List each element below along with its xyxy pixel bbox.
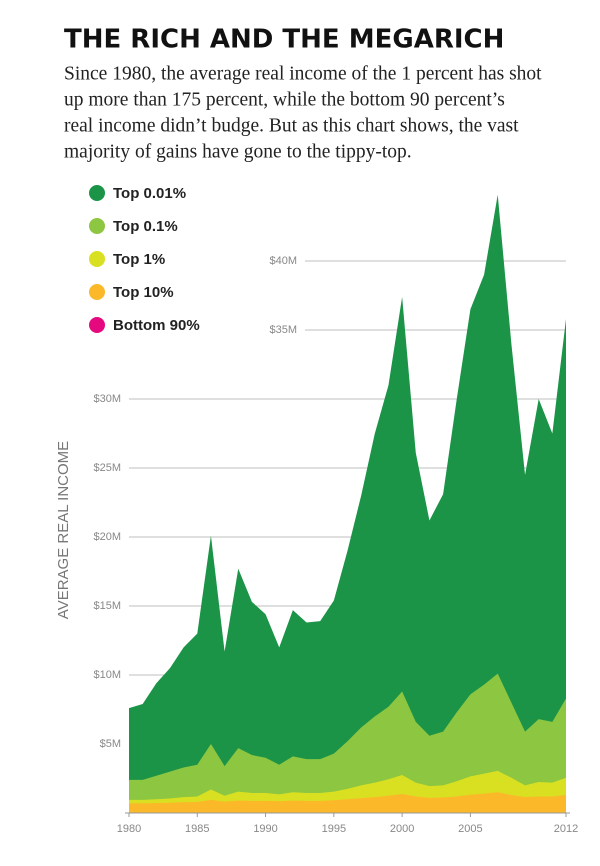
area bbox=[129, 194, 566, 813]
y-tick-label: $35M bbox=[269, 324, 297, 336]
subtitle: up more than 175 percent, while the bott… bbox=[64, 89, 505, 110]
x-tick-label: 1990 bbox=[253, 823, 277, 835]
subtitle: real income didn’t budge. But as this ch… bbox=[64, 115, 519, 136]
legend-marker bbox=[89, 185, 105, 201]
x-tick-label: 2000 bbox=[390, 823, 414, 835]
legend-label: Top 1% bbox=[113, 251, 165, 268]
legend-marker bbox=[89, 218, 105, 234]
y-tick-label: $15M bbox=[93, 600, 121, 612]
y-axis-label: AVERAGE REAL INCOME bbox=[55, 441, 72, 619]
x-tick-label: 2005 bbox=[458, 823, 482, 835]
y-tick-label: $20M bbox=[93, 531, 121, 543]
legend-marker bbox=[89, 284, 105, 300]
x-tick-label: 2012 bbox=[554, 823, 578, 835]
legend-label: Top 0.01% bbox=[113, 185, 186, 202]
chart-title: THE RICH AND THE MEGARICH bbox=[64, 25, 504, 55]
x-tick-label: 1985 bbox=[185, 823, 209, 835]
subtitle: Since 1980, the average real income of t… bbox=[64, 63, 542, 84]
y-tick-label: $10M bbox=[93, 669, 121, 681]
y-tick-label: $5M bbox=[100, 738, 121, 750]
area bbox=[129, 792, 566, 813]
y-tick-label: $40M bbox=[269, 255, 297, 267]
legend-label: Top 0.1% bbox=[113, 218, 178, 235]
area bbox=[129, 673, 566, 813]
x-tick-label: 1995 bbox=[322, 823, 346, 835]
legend-marker bbox=[89, 251, 105, 267]
legend-marker bbox=[89, 317, 105, 333]
legend-label: Bottom 90% bbox=[113, 317, 200, 334]
x-tick-label: 1980 bbox=[117, 823, 141, 835]
legend-label: Top 10% bbox=[113, 284, 174, 301]
y-tick-label: $30M bbox=[93, 393, 121, 405]
subtitle: majority of gains have gone to the tippy… bbox=[64, 141, 412, 162]
y-tick-label: $25M bbox=[93, 462, 121, 474]
